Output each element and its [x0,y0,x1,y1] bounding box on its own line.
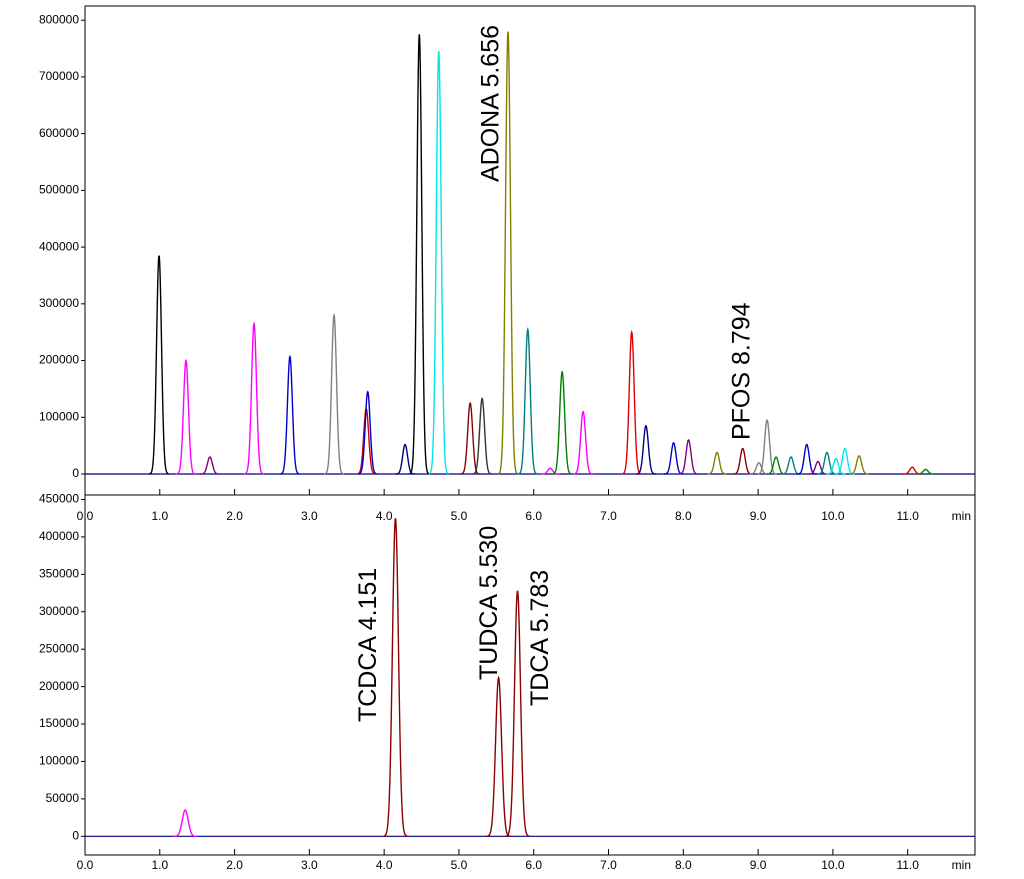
peak [244,321,264,475]
x-tick-label: 9.0 [750,509,767,523]
peak [808,460,828,475]
x-tick-label: 1.0 [151,509,168,523]
x-tick-label: 2.0 [226,858,243,872]
peak [472,397,493,475]
peak [707,451,727,475]
x-axis-label: min [952,858,971,872]
peak [915,468,936,475]
peak [636,424,656,475]
peak [428,51,449,475]
peak [748,461,769,475]
y-tick-label: 100000 [39,409,79,423]
x-tick-label: 4.0 [376,858,393,872]
peak [517,327,538,475]
peak [732,447,753,475]
peak [279,354,300,475]
peak [796,443,817,475]
peak [757,419,777,475]
y-tick-label: 500000 [39,183,79,197]
y-tick-label: 250000 [39,641,79,655]
peak [173,809,198,837]
peak [766,456,786,475]
x-tick-label: 2.0 [226,509,243,523]
x-tick-label: 11.0 [896,858,919,872]
peak [505,590,530,837]
x-tick-label: 7.0 [600,858,617,872]
y-tick-label: 300000 [39,296,79,310]
peak [395,443,415,475]
x-tick-label: 0.0 [77,858,94,872]
peak-annotation: TCDCA 4.151 [354,568,382,722]
x-tick-label: 6.0 [525,858,542,872]
peak [663,441,684,475]
y-tick-label: 450000 [39,492,79,506]
peak [497,31,519,475]
peak-annotation: ADONA 5.656 [477,25,505,182]
peak [460,401,481,475]
peak-annotation: PFOS 8.794 [727,302,755,440]
x-tick-label: 1.0 [151,858,168,872]
x-tick-label: 11.0 [896,509,919,523]
y-tick-label: 100000 [39,754,79,768]
peak [552,370,573,475]
y-tick-label: 700000 [39,69,79,83]
x-tick-label: 4.0 [376,509,393,523]
x-tick-label: 9.0 [750,858,767,872]
peak [678,439,699,475]
x-tick-label: 8.0 [675,509,692,523]
y-tick-label: 300000 [39,604,79,618]
peak [825,457,846,475]
x-tick-label: 10.0 [821,858,845,872]
peak [176,358,196,475]
peak [200,456,220,475]
x-tick-label: 10.0 [821,509,845,523]
y-tick-label: 400000 [39,529,79,543]
plot-frame [84,5,976,496]
peak [817,451,837,475]
peak [409,34,430,475]
x-tick-label: 7.0 [600,509,617,523]
x-tick-label: 5.0 [451,509,468,523]
peak [621,330,642,475]
peak [486,675,511,837]
x-tick-label: 3.0 [301,858,318,872]
y-tick-label: 400000 [39,239,79,253]
x-tick-label: 6.0 [525,509,542,523]
y-tick-label: 0 [72,828,79,842]
x-tick-label: 3.0 [301,509,318,523]
y-tick-label: 800000 [39,12,79,26]
peak [902,466,923,475]
peak [781,456,801,475]
x-tick-label: 8.0 [675,858,692,872]
y-tick-label: 150000 [39,716,79,730]
peak-annotation: TUDCA 5.530 [475,526,503,680]
peak [573,410,593,475]
plot-frame [84,494,976,856]
peak [324,312,345,475]
y-tick-label: 50000 [46,791,80,805]
x-tick-label: 5.0 [451,858,468,872]
y-tick-label: 350000 [39,567,79,581]
y-tick-label: 200000 [39,679,79,693]
peak [149,255,170,475]
peak [540,467,561,475]
y-tick-label: 0 [72,466,79,480]
peak-annotation: TDCA 5.783 [526,570,554,706]
peak [849,455,869,475]
peak [357,390,378,475]
y-tick-label: 200000 [39,353,79,367]
y-tick-label: 600000 [39,126,79,140]
peak [383,518,408,837]
x-axis-label: min [952,509,971,523]
